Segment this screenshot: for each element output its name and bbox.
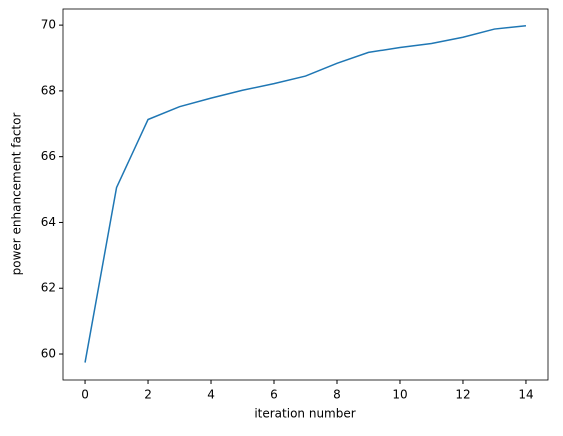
x-tick-label: 12 — [455, 388, 470, 402]
axes-frame — [62, 8, 549, 381]
x-tick-label: 2 — [144, 388, 152, 402]
y-tick-label: 64 — [41, 215, 56, 229]
x-tick-label: 10 — [392, 388, 407, 402]
x-tick-label: 6 — [270, 388, 278, 402]
x-tick-label: 0 — [81, 388, 89, 402]
x-tick-label: 14 — [518, 388, 533, 402]
x-tick-label: 4 — [207, 388, 215, 402]
y-tick-label: 62 — [41, 281, 56, 295]
y-tick-label: 60 — [41, 347, 56, 361]
y-tick-label: 70 — [41, 18, 56, 32]
y-tick-label: 68 — [41, 83, 56, 97]
y-axis-label: power enhancement factor — [10, 113, 24, 276]
x-tick-label: 8 — [333, 388, 341, 402]
y-tick-label: 66 — [41, 149, 56, 163]
x-axis-label: iteration number — [254, 407, 355, 421]
line — [84, 25, 527, 363]
